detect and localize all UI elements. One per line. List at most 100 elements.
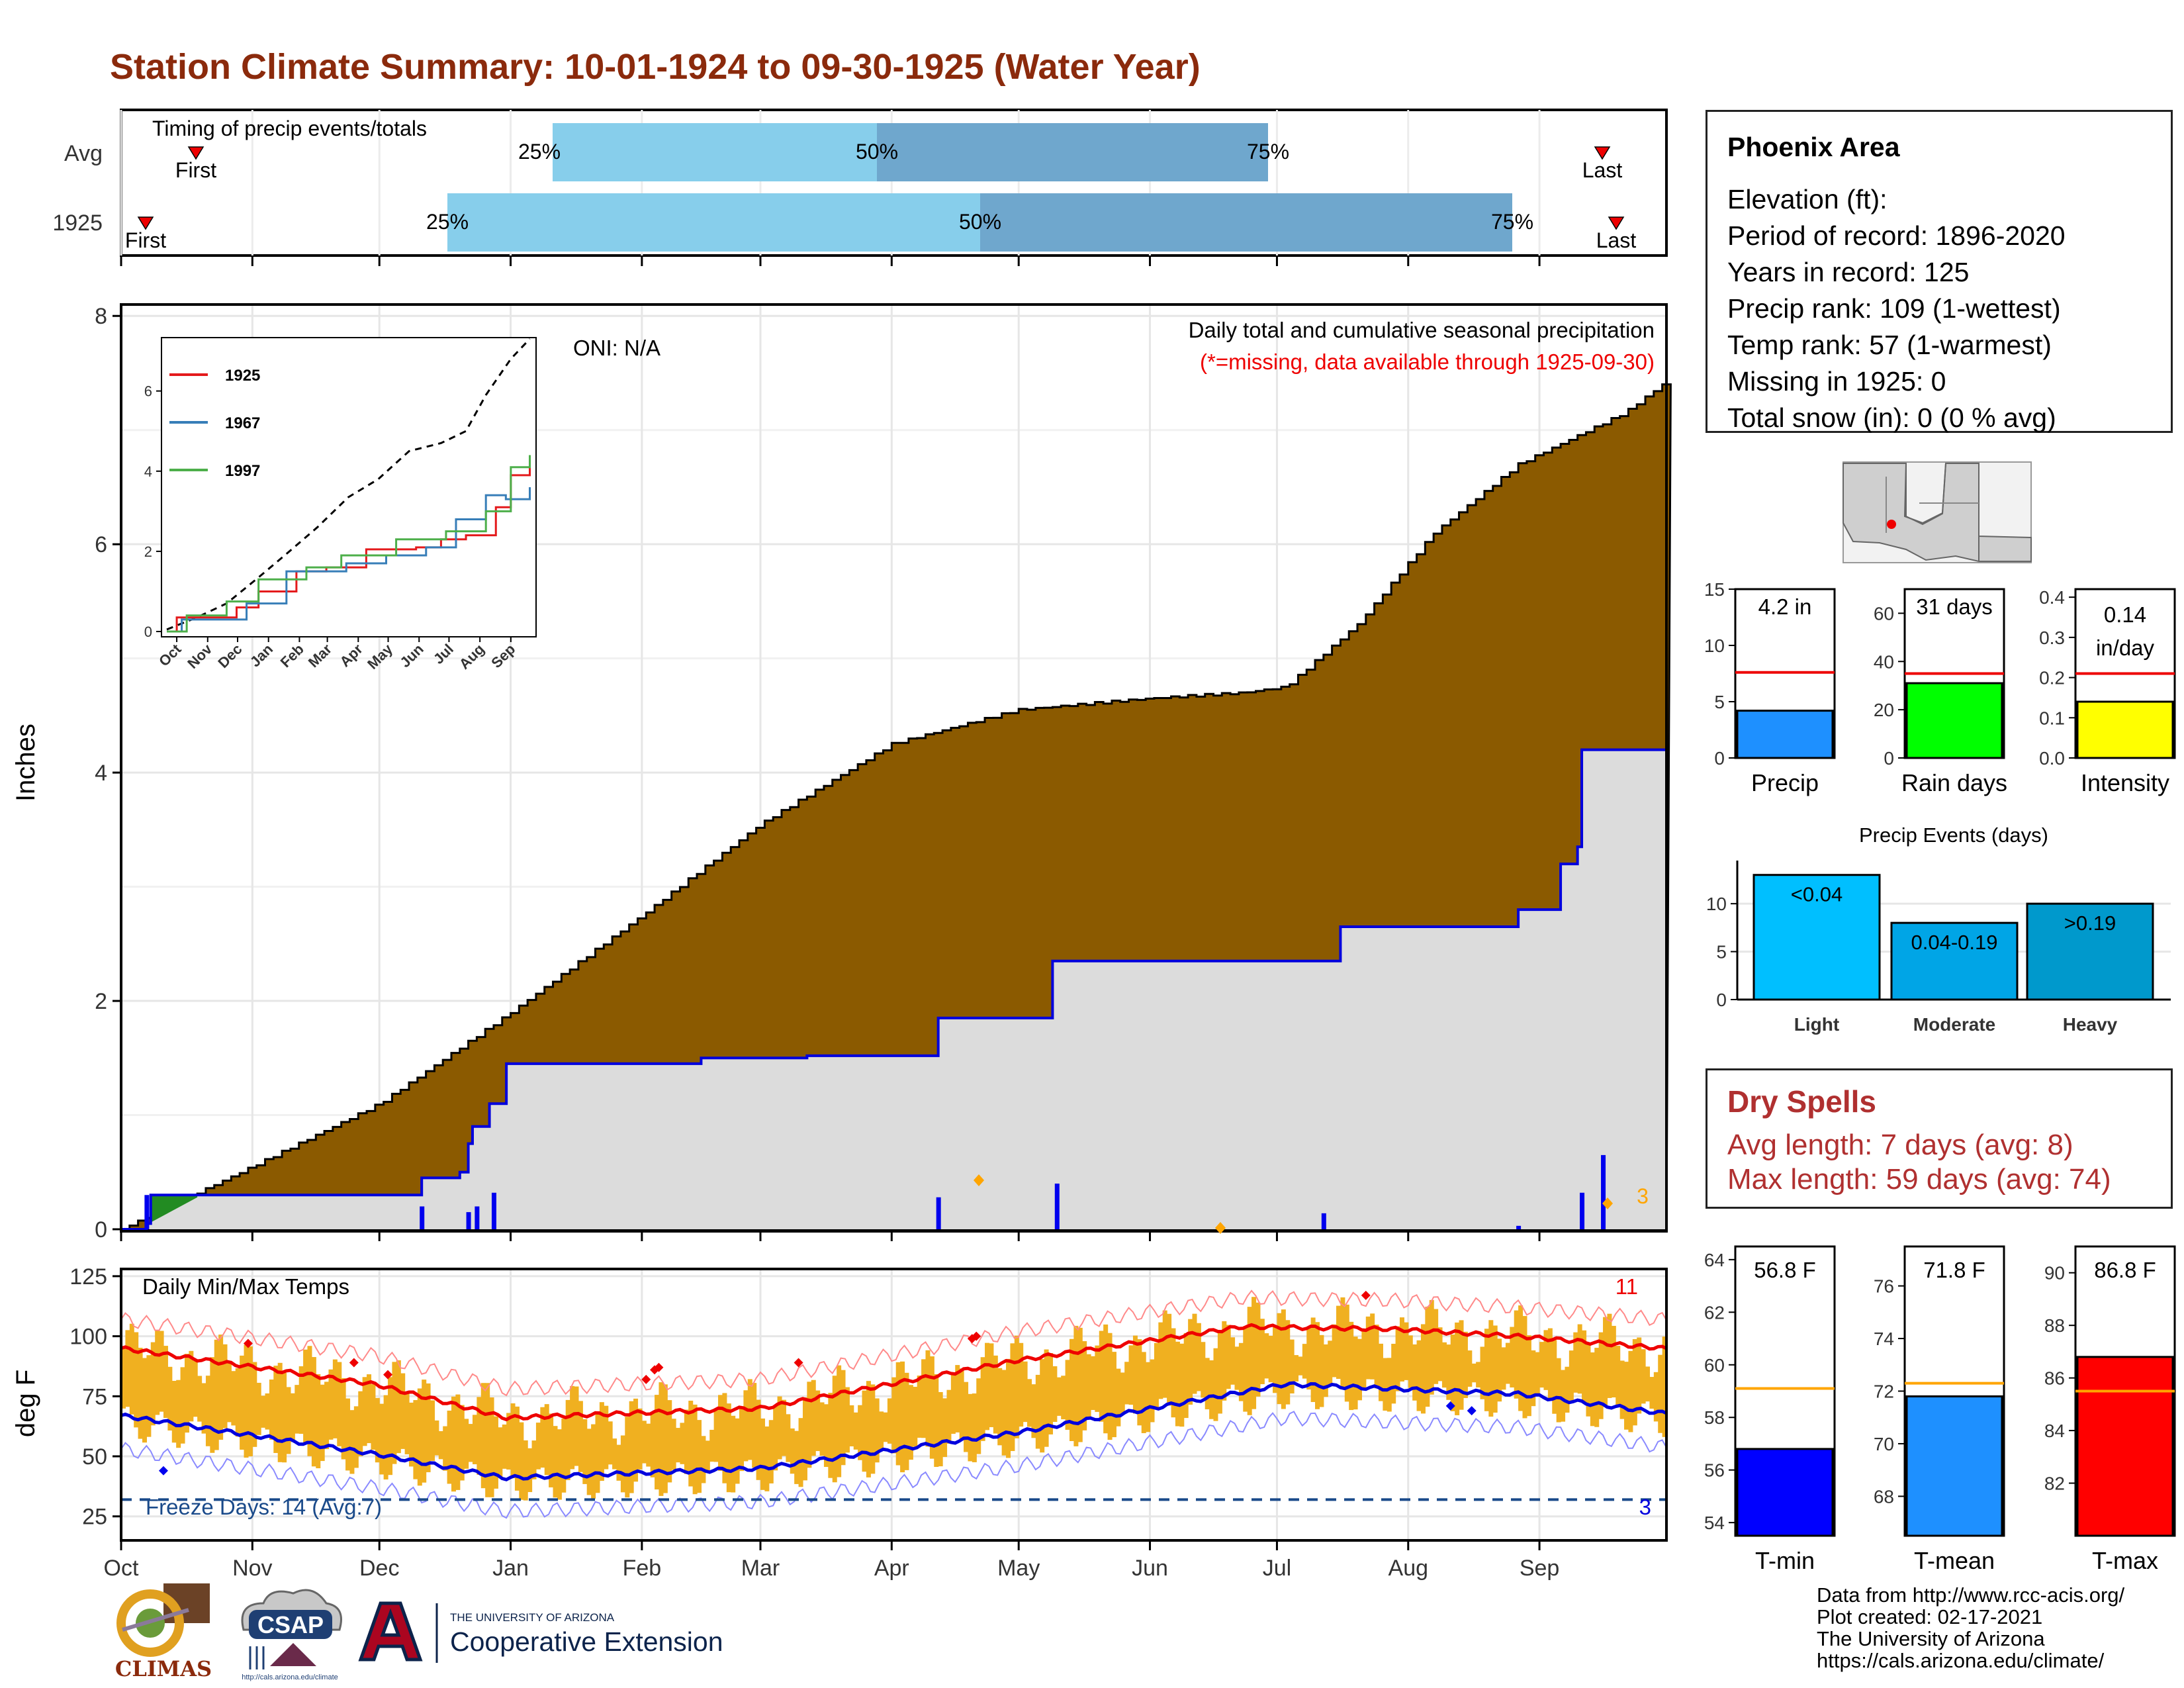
mini-bar-value-label: in/day [2096,635,2155,660]
daily-temp-bar [1404,1322,1409,1380]
daily-temp-bar [832,1376,837,1483]
daily-temp-bar [332,1359,338,1438]
daily-temp-bar [684,1409,689,1474]
record-low-marker [1467,1406,1477,1416]
daily-temp-bar [1027,1379,1032,1427]
daily-temp-bar [1615,1346,1621,1406]
temp-bar-y-tick: 74 [1874,1329,1894,1349]
avg-p50-label: 50% [856,140,898,164]
daily-temp-bar [646,1423,651,1467]
inset-y-tick: 4 [144,463,152,480]
record-high-marker [641,1374,651,1384]
daily-temp-bar [1501,1347,1506,1390]
record-high-marker [972,1331,981,1341]
temp-bar-value [1905,1395,2003,1537]
daily-temp-bar [980,1357,985,1441]
daily-temp-bar [328,1369,334,1440]
daily-temp-bar [1539,1342,1545,1388]
daily-temp-bar [908,1385,913,1460]
daily-temp-bar [1116,1368,1121,1427]
daily-temp-bar [574,1386,579,1466]
daily-temp-bar [781,1399,786,1456]
daily-temp-bar [1365,1316,1371,1380]
daily-temp-bar [286,1387,291,1454]
daily-temp-bar [1412,1344,1418,1401]
daily-temp-bar [1040,1359,1045,1453]
daily-temp-bar [226,1360,232,1423]
daily-temp-bar [252,1362,257,1447]
daily-temp-bar [874,1398,880,1463]
daily-temp-bar [1471,1363,1477,1383]
mini-bar-y-tick: 5 [1714,692,1725,712]
daily-temp-bar [1056,1377,1062,1416]
daily-temp-bar [214,1339,219,1450]
daily-temp-bar [1247,1307,1252,1415]
daily-temp-bar [146,1355,152,1437]
daily-temp-bar [866,1381,871,1477]
daily-temp-bar [671,1419,676,1470]
daily-temp-bar [1467,1350,1473,1387]
temp-y-tick: 100 [69,1325,107,1350]
daily-temp-bar [345,1398,351,1471]
daily-temp-bar [1243,1326,1248,1412]
daily-temp-bar [1095,1345,1100,1412]
daily-temp-bar [823,1404,829,1468]
dry-spells-title: Dry Spells [1727,1084,1876,1119]
daily-temp-bar [142,1358,147,1443]
daily-temp-bar [468,1424,473,1462]
y1925-first-label: First [125,228,166,252]
station-info-line: Period of record: 1896-2020 [1727,220,2066,251]
avg-max-line [120,1323,1668,1422]
daily-temp-bar [1561,1370,1566,1422]
precip-event-marker [1602,1197,1613,1209]
daily-temp-bar [853,1412,858,1450]
daily-temp-bar [1196,1323,1201,1391]
events-category: Heavy [2063,1014,2118,1035]
daily-temp-bar [409,1402,414,1467]
daily-temp-bar [1141,1352,1146,1434]
daily-temp-bar [756,1399,761,1480]
month-tick-label: Sep [1520,1556,1560,1581]
climas-logo: CLIMAS [109,1583,218,1683]
daily-temp-bar [1543,1330,1549,1390]
daily-temp-bar [1035,1374,1040,1449]
daily-temp-bar [413,1400,418,1479]
daily-temp-bar [1255,1302,1261,1397]
avg-min-line [120,1381,1668,1481]
temp-bar-y-tick: 84 [2044,1421,2065,1441]
events-category: Light [1794,1014,1839,1035]
daily-temp-bar [1505,1342,1510,1384]
daily-temp-bar [1590,1352,1595,1427]
record-high-marker [243,1338,253,1348]
daily-temp-bar [1582,1330,1587,1403]
daily-temp-bar [595,1411,600,1493]
daily-temp-bar [1492,1325,1498,1413]
daily-temp-bar [1441,1342,1447,1388]
daily-temp-bar [692,1404,698,1495]
daily-temp-bar [1146,1362,1151,1432]
inset-panel [161,337,537,637]
precip-y-tick: 6 [95,532,107,557]
mini-bar-y-tick: 0 [1884,748,1894,769]
precip-missing-note: (*=missing, data available through 1925-… [1200,350,1655,374]
daily-temp-bar [1188,1319,1193,1405]
daily-temp-bar [455,1394,461,1490]
daily-temp-bar [950,1374,956,1434]
daily-temp-bar [341,1378,346,1460]
temp-y-tick: 25 [82,1505,107,1530]
temp-bar-y-tick: 86 [2044,1368,2065,1389]
footer-line: Data from http://www.rcc-acis.org/ [1817,1583,2125,1607]
year-cumulative-line [121,748,1666,1231]
daily-temp-bar [849,1405,854,1446]
avg-last-marker [1594,146,1611,160]
daily-temp-bar [159,1331,164,1412]
daily-temp-bar [290,1393,295,1442]
daily-temp-bar [942,1398,948,1457]
events-y-tick: 10 [1706,894,1727,914]
temp-bar-value-label: 71.8 F [1923,1258,1985,1282]
daily-temp-bar [392,1362,397,1464]
daily-temp-bar [976,1378,981,1454]
temp-bar-y-tick: 72 [1874,1382,1894,1402]
daily-temp-bar [802,1397,807,1481]
daily-temp-bar [1357,1338,1362,1401]
